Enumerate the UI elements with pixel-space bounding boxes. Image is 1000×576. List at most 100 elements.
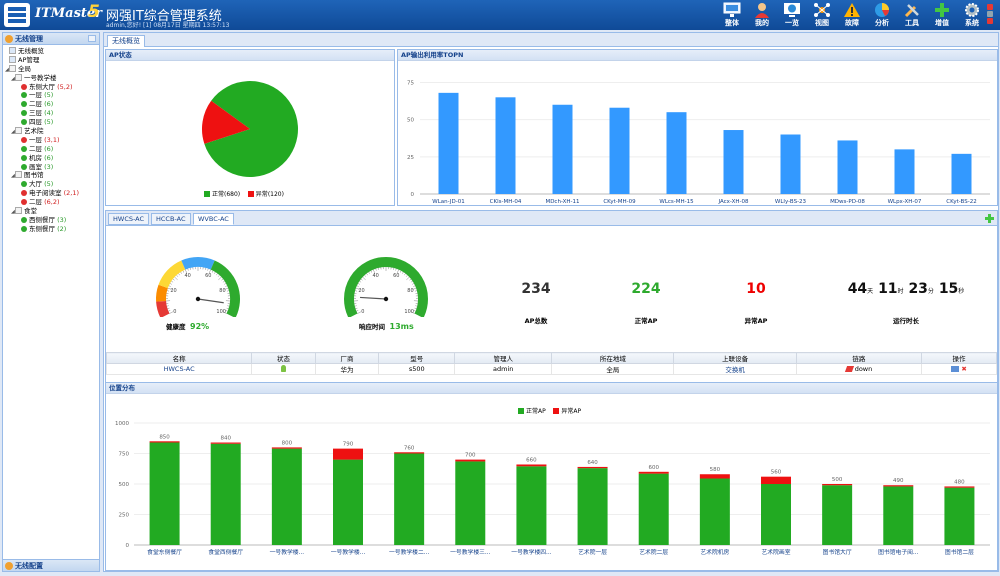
- topn-bar[interactable]: [552, 104, 573, 194]
- add-icon[interactable]: [985, 214, 994, 223]
- delete-icon[interactable]: ✖: [961, 365, 967, 373]
- abnormal-ap-bar[interactable]: [944, 486, 975, 488]
- nav-value-added[interactable]: 增值: [927, 1, 957, 29]
- abnormal-ap-bar[interactable]: [883, 485, 914, 487]
- abnormal-ap-bar[interactable]: [638, 471, 669, 474]
- normal-ap-bar[interactable]: [455, 461, 486, 545]
- tab-hwcs-ac[interactable]: HWCS-AC: [108, 213, 150, 225]
- tree-node[interactable]: 机房 (6): [5, 154, 99, 163]
- tree-node[interactable]: 二层 (6): [5, 145, 99, 154]
- col-admin[interactable]: 管理人: [454, 352, 553, 364]
- tree-node[interactable]: 一层 (5): [5, 91, 99, 100]
- normal-ap-bar[interactable]: [883, 486, 914, 545]
- tree-node[interactable]: 画室 (3): [5, 163, 99, 172]
- normal-ap-bar[interactable]: [699, 478, 730, 545]
- normal-ap-bar[interactable]: [944, 487, 975, 545]
- tree-node[interactable]: 一层 (3,1): [5, 136, 99, 145]
- normal-ap-bar[interactable]: [638, 473, 669, 545]
- topn-bar[interactable]: [951, 153, 972, 194]
- topn-bar[interactable]: [609, 107, 630, 194]
- abnormal-ap-bar[interactable]: [394, 452, 425, 454]
- row-admin: admin: [454, 363, 553, 375]
- normal-ap-bar[interactable]: [271, 448, 302, 545]
- row-uplink[interactable]: 交换机: [673, 363, 797, 375]
- col-uplink[interactable]: 上联设备: [673, 352, 797, 364]
- tree-node[interactable]: 四层 (5): [5, 118, 99, 127]
- tree-node[interactable]: 大厅 (5): [5, 180, 99, 189]
- topn-bar[interactable]: [837, 140, 858, 194]
- tree-node[interactable]: 西侧餐厅 (3): [5, 216, 99, 225]
- topn-bar[interactable]: [780, 134, 801, 195]
- col-model[interactable]: 型号: [378, 352, 456, 364]
- nav-fault[interactable]: 故障: [837, 1, 867, 29]
- abnormal-ap-bar[interactable]: [333, 448, 363, 460]
- restore-icon[interactable]: [987, 11, 993, 17]
- expand-icon[interactable]: ◢: [11, 75, 15, 82]
- edit-icon[interactable]: [951, 366, 960, 372]
- tree-node[interactable]: ◢ 一号教学楼: [5, 73, 99, 83]
- abnormal-ap-bar[interactable]: [210, 442, 241, 444]
- tree-node[interactable]: 三层 (4): [5, 109, 99, 118]
- abnormal-ap-bar[interactable]: [699, 474, 730, 479]
- col-status[interactable]: 状态: [251, 352, 316, 364]
- nav-overview[interactable]: 一览: [777, 1, 807, 29]
- tree-node[interactable]: ◢ 食堂: [5, 207, 99, 216]
- col-link[interactable]: 链路: [795, 352, 923, 364]
- tree-node[interactable]: 无线概览: [5, 47, 99, 56]
- expand-icon[interactable]: ◢: [11, 129, 15, 136]
- nav-tools[interactable]: 工具: [897, 1, 927, 29]
- expand-icon[interactable]: ◢: [11, 209, 15, 216]
- topn-bar[interactable]: [438, 92, 459, 194]
- tree-node[interactable]: 二层 (6): [5, 100, 99, 109]
- abnormal-ap-bar[interactable]: [455, 459, 486, 462]
- col-vendor[interactable]: 厂商: [314, 352, 380, 364]
- tab-wvbc-ac[interactable]: WVBC-AC: [193, 213, 234, 225]
- sidebar-footer[interactable]: 无线配置: [3, 559, 99, 571]
- abnormal-ap-bar[interactable]: [577, 466, 608, 469]
- abnormal-ap-bar[interactable]: [271, 447, 302, 449]
- tree-node[interactable]: 东侧大厅 (5,2): [5, 83, 99, 92]
- abnormal-ap-bar[interactable]: [761, 476, 791, 484]
- nav-analysis[interactable]: 分析: [867, 1, 897, 29]
- tree-node[interactable]: 电子阅读室 (2,1): [5, 189, 99, 198]
- tab-hccb-ac[interactable]: HCCB-AC: [151, 213, 191, 225]
- normal-ap-bar[interactable]: [149, 442, 180, 545]
- table-row[interactable]: HWCS-AC 华为 s500 admin 全局 交换机 down ✖: [105, 363, 997, 375]
- col-name[interactable]: 名称: [105, 352, 253, 364]
- col-actions[interactable]: 操作: [921, 352, 997, 364]
- nav-system[interactable]: 系统: [957, 1, 987, 29]
- tab-wireless-overview[interactable]: 无线概览: [107, 35, 145, 47]
- tree-node[interactable]: 东侧餐厅 (2): [5, 225, 99, 234]
- nav-mine[interactable]: 我的: [747, 1, 777, 29]
- expand-icon[interactable]: ◢: [5, 66, 9, 73]
- normal-ap-bar[interactable]: [577, 468, 608, 545]
- topn-bar[interactable]: [666, 112, 687, 194]
- normal-ap-bar[interactable]: [210, 443, 241, 545]
- nav-view[interactable]: 视图: [807, 1, 837, 29]
- pie-slice-0[interactable]: [204, 81, 298, 178]
- row-name[interactable]: HWCS-AC: [105, 363, 253, 375]
- abnormal-ap-bar[interactable]: [822, 484, 853, 486]
- normal-ap-bar[interactable]: [761, 484, 791, 545]
- normal-ap-bar[interactable]: [394, 453, 425, 546]
- tree-node[interactable]: ◢ 全局: [5, 64, 99, 74]
- abnormal-ap-bar[interactable]: [516, 464, 547, 467]
- col-region[interactable]: 所在地域: [551, 352, 675, 364]
- normal-ap-bar[interactable]: [822, 485, 853, 545]
- normal-ap-bar[interactable]: [516, 466, 547, 545]
- topn-bar[interactable]: [723, 130, 744, 194]
- expand-icon[interactable]: ◢: [11, 173, 15, 180]
- abnormal-ap-bar[interactable]: [149, 441, 180, 443]
- nav-overall[interactable]: 整体: [717, 1, 747, 29]
- tree-node[interactable]: ◢ 图书馆: [5, 171, 99, 180]
- tree-node[interactable]: AP管理: [5, 55, 99, 65]
- close-icon[interactable]: [987, 4, 993, 10]
- pie-slice-1[interactable]: [202, 100, 250, 144]
- logout-icon[interactable]: [987, 18, 993, 24]
- topn-bar[interactable]: [495, 97, 516, 194]
- normal-ap-bar[interactable]: [333, 459, 363, 545]
- tree-node[interactable]: ◢ 艺术院: [5, 127, 99, 136]
- tree-node[interactable]: 二层 (6,2): [5, 198, 99, 207]
- topn-bar[interactable]: [894, 149, 915, 194]
- collapse-icon[interactable]: [88, 35, 96, 42]
